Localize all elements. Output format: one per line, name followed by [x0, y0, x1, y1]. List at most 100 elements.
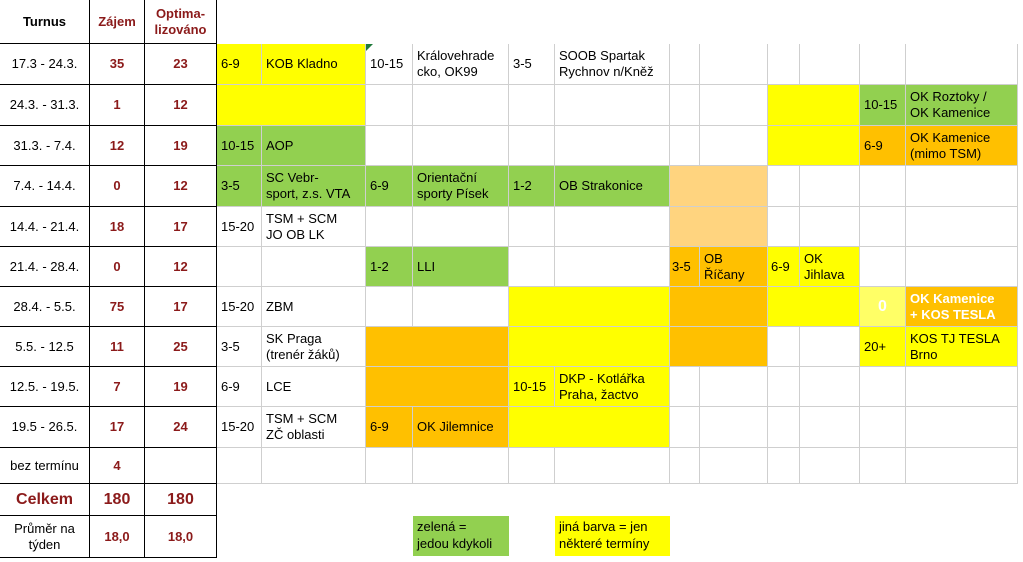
row-turnus: 17.3 - 24.3. — [0, 44, 90, 85]
entry-club: OB Strakonice — [555, 166, 670, 207]
entry-club: SK Praga (trenér žáků) — [262, 327, 366, 367]
entry-club: OB Říčany — [700, 247, 768, 287]
grid-cell — [860, 166, 906, 207]
grid-cell — [860, 44, 906, 85]
entry-club-line: sporty Písek — [417, 186, 489, 201]
entry-number: 10-15 — [860, 85, 906, 126]
grid-cell — [700, 126, 768, 166]
grid-cell — [670, 407, 700, 448]
legend-other-line: některé termíny — [559, 536, 650, 551]
grid-cell — [768, 367, 800, 407]
entry-block — [366, 327, 509, 367]
grid-cell — [906, 207, 1018, 247]
average-label: Průměr na týden — [0, 516, 90, 558]
grid-cell — [509, 448, 555, 484]
entry-club-line: OB — [704, 250, 723, 266]
grid-cell — [700, 448, 768, 484]
entry-club-line: Orientační — [417, 170, 477, 185]
grid-cell — [768, 448, 800, 484]
entry-club-line: + KOS TESLA — [910, 306, 996, 322]
entry-number: 3-5 — [509, 44, 555, 85]
grid-cell — [800, 448, 860, 484]
grid-cell — [217, 247, 262, 287]
row-opt: 19 — [145, 367, 217, 407]
grid-cell — [670, 367, 700, 407]
grid-cell — [800, 367, 860, 407]
row-turnus: 14.4. - 21.4. — [0, 207, 90, 247]
row-zajem: 0 — [90, 247, 145, 287]
entry-block — [509, 287, 670, 327]
grid-cell — [555, 448, 670, 484]
grid-cell — [413, 126, 509, 166]
grid-cell — [509, 126, 555, 166]
row-zajem: 7 — [90, 367, 145, 407]
row-opt: 25 — [145, 327, 217, 367]
entry-club-line: Brno — [910, 346, 938, 362]
entry-club-line: KOS TJ TESLA — [910, 330, 1000, 346]
entry-number: 6-9 — [366, 166, 413, 207]
entry-number: 10-15 — [509, 367, 555, 407]
grid-cell — [768, 407, 800, 448]
entry-number: 6-9 — [217, 44, 262, 85]
entry-block — [670, 287, 768, 327]
grid-cell — [670, 44, 700, 85]
grid-cell — [366, 126, 413, 166]
entry-block — [768, 126, 860, 166]
total-opt: 180 — [145, 484, 217, 516]
entry-club: AOP — [262, 126, 366, 166]
grid-cell — [509, 207, 555, 247]
entry-number: 6-9 — [860, 126, 906, 166]
entry-club-line: ZČ oblasti — [266, 427, 325, 442]
grid-cell — [670, 448, 700, 484]
row-turnus: 31.3. - 7.4. — [0, 126, 90, 166]
legend-green-line: zelená = — [417, 519, 467, 534]
row-opt: 12 — [145, 85, 217, 126]
entry-block — [768, 287, 860, 327]
entry-club-line: OK Kamenice — [910, 129, 991, 145]
entry-block — [217, 85, 366, 126]
grid-cell — [768, 44, 800, 85]
entry-club-line: OK Kamenice — [910, 290, 995, 306]
entry-club-line: DKP - Kotlářka — [559, 370, 645, 386]
grid-cell — [509, 247, 555, 287]
grid-cell — [262, 448, 366, 484]
row-turnus: 19.5 - 26.5. — [0, 407, 90, 448]
row-turnus: 5.5. - 12.5 — [0, 327, 90, 367]
header-turnus: Turnus — [0, 0, 90, 44]
grid-cell — [906, 367, 1018, 407]
row-opt: 17 — [145, 287, 217, 327]
grid-cell — [413, 207, 509, 247]
entry-number: 15-20 — [217, 407, 262, 448]
entry-number: 3-5 — [217, 327, 262, 367]
row-zajem: 35 — [90, 44, 145, 85]
entry-club: ZBM — [262, 287, 366, 327]
grid-cell — [800, 207, 860, 247]
grid-cell — [800, 327, 860, 367]
entry-club: KOS TJ TESLA Brno — [906, 327, 1018, 367]
average-zajem: 18,0 — [90, 516, 145, 558]
entry-number: 6-9 — [217, 367, 262, 407]
entry-club-line: (mimo TSM) — [910, 145, 982, 161]
grid-cell — [768, 327, 800, 367]
grid-cell — [906, 44, 1018, 85]
entry-number: 0 — [860, 287, 906, 327]
row-zajem: 11 — [90, 327, 145, 367]
entry-block — [509, 407, 670, 448]
entry-number: 6-9 — [768, 247, 800, 287]
entry-club: OK Kamenice (mimo TSM) — [906, 126, 1018, 166]
row-zajem: 17 — [90, 407, 145, 448]
grid-cell — [509, 85, 555, 126]
grid-cell — [768, 207, 800, 247]
entry-club: TSM + SCM JO OB LK — [262, 207, 366, 247]
entry-block — [670, 327, 768, 367]
header-opt-line2: lizováno — [154, 21, 207, 37]
entry-club: OK Roztoky / OK Kamenice — [906, 85, 1018, 126]
row-zajem: 0 — [90, 166, 145, 207]
entry-club-line: SC Vebr- — [266, 170, 319, 185]
entry-club: TSM + SCM ZČ oblasti — [262, 407, 366, 448]
row-zajem: 18 — [90, 207, 145, 247]
grid-cell — [366, 287, 413, 327]
grid-cell — [366, 85, 413, 126]
average-label-line: Průměr na — [14, 520, 75, 536]
grid-cell — [366, 448, 413, 484]
